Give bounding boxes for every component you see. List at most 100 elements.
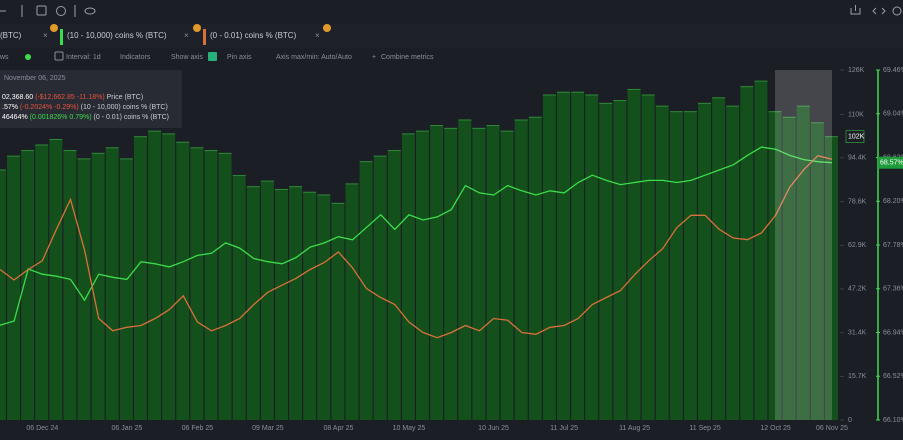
x-tick-label: 06 Jan 25 [112,425,143,432]
bar [514,120,528,420]
bar [289,186,303,420]
x-tick-label: 06 Dec 24 [26,425,58,432]
tooltip-row: 02,368.60 (-$12,662.85 -11.18%) Price (B… [2,94,143,101]
bar [63,150,77,421]
tooltip-value: 02,368.60 [2,94,33,101]
bar [627,89,641,420]
bar [557,92,570,420]
bar [401,133,415,420]
y2-tick-label: 69.04% [883,111,903,118]
close-tab[interactable]: × [184,31,189,40]
view-icon[interactable] [84,7,96,15]
bar [77,158,91,420]
bar [768,111,782,421]
badge [193,24,201,32]
tooltip-value: 46464% [2,114,28,121]
tab-bar [0,24,903,48]
bar [176,142,190,420]
bar [0,170,6,420]
emoji-icon[interactable] [56,6,66,16]
status-dot [25,54,31,60]
x-tick-label: 06 Feb 25 [182,425,214,432]
x-tick-label: 06 Nov 25 [816,425,848,432]
bar [712,97,726,421]
bar [190,147,204,420]
checkbox[interactable] [208,52,217,61]
series-color [60,29,63,45]
last-value-label: 102K [848,134,865,141]
bar [232,175,246,420]
badge [50,24,58,32]
pin-axis-setting[interactable]: Pin axis [227,54,252,61]
bar [528,117,542,420]
y-tick-label: 126K [848,67,865,74]
bar [274,189,288,420]
y2-tick-label: 68.20% [883,198,903,205]
bar [303,192,317,420]
download-icon[interactable] [850,5,861,15]
y-tick-label: 94.4K [848,155,867,162]
interval-icon [54,51,64,61]
bar [387,150,401,421]
plus-icon[interactable]: + [372,54,376,61]
combine-metrics[interactable]: Combine metrics [381,54,434,61]
tooltip-name: Price (BTC) [107,94,144,101]
y-tick-label: 0 [848,417,852,424]
x-tick-label: 09 Mar 25 [252,425,284,432]
bar [119,158,133,420]
y2-tick-label: 69.46% [883,67,903,74]
close-tab[interactable]: × [43,31,48,40]
bar [486,125,500,421]
bar [683,111,697,421]
interval-setting[interactable]: Interval: 1d [66,54,101,61]
bar [782,117,796,420]
bar [416,131,429,420]
bar [754,81,768,420]
y2-tick-label: 67.36% [883,286,903,293]
tooltip-change: (-$12,662.85 [35,94,75,101]
plot [0,80,838,421]
x-tick-label: 11 Aug 25 [619,425,650,432]
tooltip-date: November 06, 2025 [4,75,66,82]
top-toolbar [0,5,902,17]
tab[interactable]: (0 - 0.01) coins % (BTC) [210,31,297,40]
show-axis-setting[interactable]: Show axis [171,54,203,61]
bar [613,100,627,421]
tab[interactable]: (10 - 10,000) coins % (BTC) [67,31,167,40]
y-tick-label: 62.9K [848,242,867,249]
bar [824,136,838,420]
selection [775,70,832,420]
tooltip-pct: 0.79%) [69,114,91,121]
bar [148,131,162,420]
tooltip-rows: 02,368.60 (-$12,662.85 -11.18%) Price (B… [2,94,169,121]
tab[interactable]: (BTC) [0,31,22,40]
last-value-label: 68.57% [880,160,903,167]
y-tick-label: 31.4K [848,330,867,337]
bar [585,95,599,420]
y-tick-label: 15.7K [848,373,867,380]
tooltip-pct: -11.18%) [77,94,105,101]
settings-icon[interactable] [892,6,902,16]
x-tick-label: 11 Sep 25 [689,425,721,432]
axis-minmax-setting[interactable]: Axis max/min: Auto/Auto [276,54,352,61]
bar [204,150,218,421]
note-icon[interactable] [36,5,47,16]
bar [260,181,274,420]
y-tick-label: 47.2K [848,286,867,293]
indicators-setting[interactable]: Indicators [120,54,151,61]
embed-icon[interactable] [872,7,886,15]
tooltip-name: (10 - 10,000) coins % (BTC) [81,104,168,111]
rows-setting[interactable]: ws [0,54,9,61]
bar [35,145,49,420]
bar [669,111,683,421]
close-tab[interactable]: × [315,31,320,40]
tooltip-row: .57% (-0.2024% -0.29%) (10 - 10,000) coi… [2,104,168,111]
y-tick-label: 78.6K [848,199,867,206]
tooltip-value: .57% [2,104,18,111]
tooltip-change: (0.001826% [30,114,68,121]
tooltip-change: (-0.2024% [20,104,52,111]
bar [444,128,458,421]
bar [430,125,444,421]
bar [91,153,105,421]
